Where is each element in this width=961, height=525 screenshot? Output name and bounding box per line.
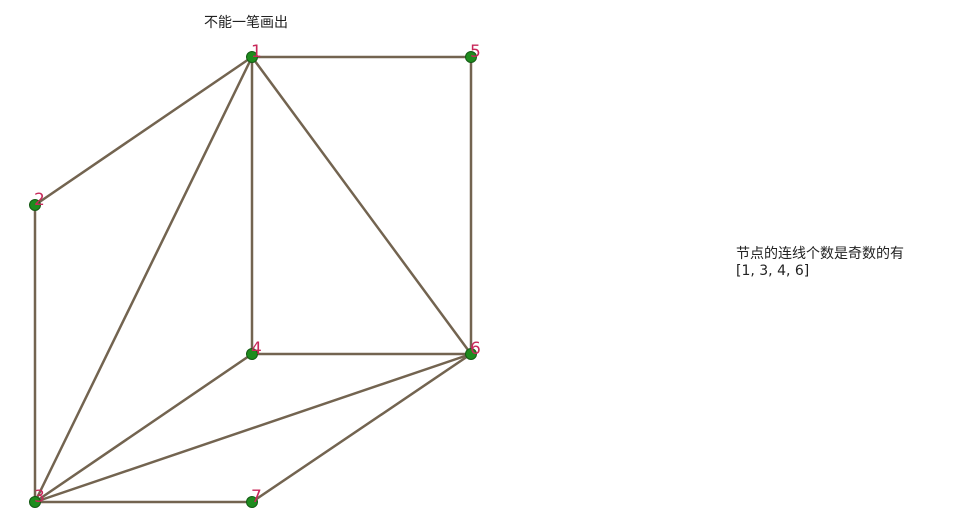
edge-1-2 (33, 55, 254, 207)
nodes-layer (29, 51, 477, 508)
node-4 (246, 348, 258, 360)
node-label-6: 6 (470, 339, 481, 359)
edge-1-6 (250, 55, 473, 356)
node-label-7: 7 (251, 487, 262, 507)
node-6 (465, 348, 477, 360)
node-label-2: 2 (34, 190, 45, 210)
labels-layer: 1 2 3 4 5 6 7 (34, 42, 481, 507)
edge-6-3 (33, 352, 473, 504)
node-2 (29, 199, 41, 211)
node-label-1: 1 (251, 42, 262, 62)
page-title: 不能一笔画出 (204, 15, 288, 31)
edge-4-3 (33, 352, 254, 504)
node-3 (29, 496, 41, 508)
odd-degree-list: [1, 3, 4, 6] (736, 263, 810, 279)
odd-degree-info: 节点的连线个数是奇数的有 [1, 3, 4, 6] (736, 246, 904, 280)
odd-degree-caption: 节点的连线个数是奇数的有 (736, 246, 904, 262)
node-1 (246, 51, 258, 63)
node-label-3: 3 (34, 487, 45, 507)
node-5 (465, 51, 477, 63)
node-label-5: 5 (470, 42, 481, 62)
node-label-4: 4 (251, 339, 262, 359)
edge-1-3 (33, 55, 254, 504)
edge-6-7 (250, 352, 473, 504)
node-7 (246, 496, 258, 508)
edges-layer (33, 55, 473, 504)
